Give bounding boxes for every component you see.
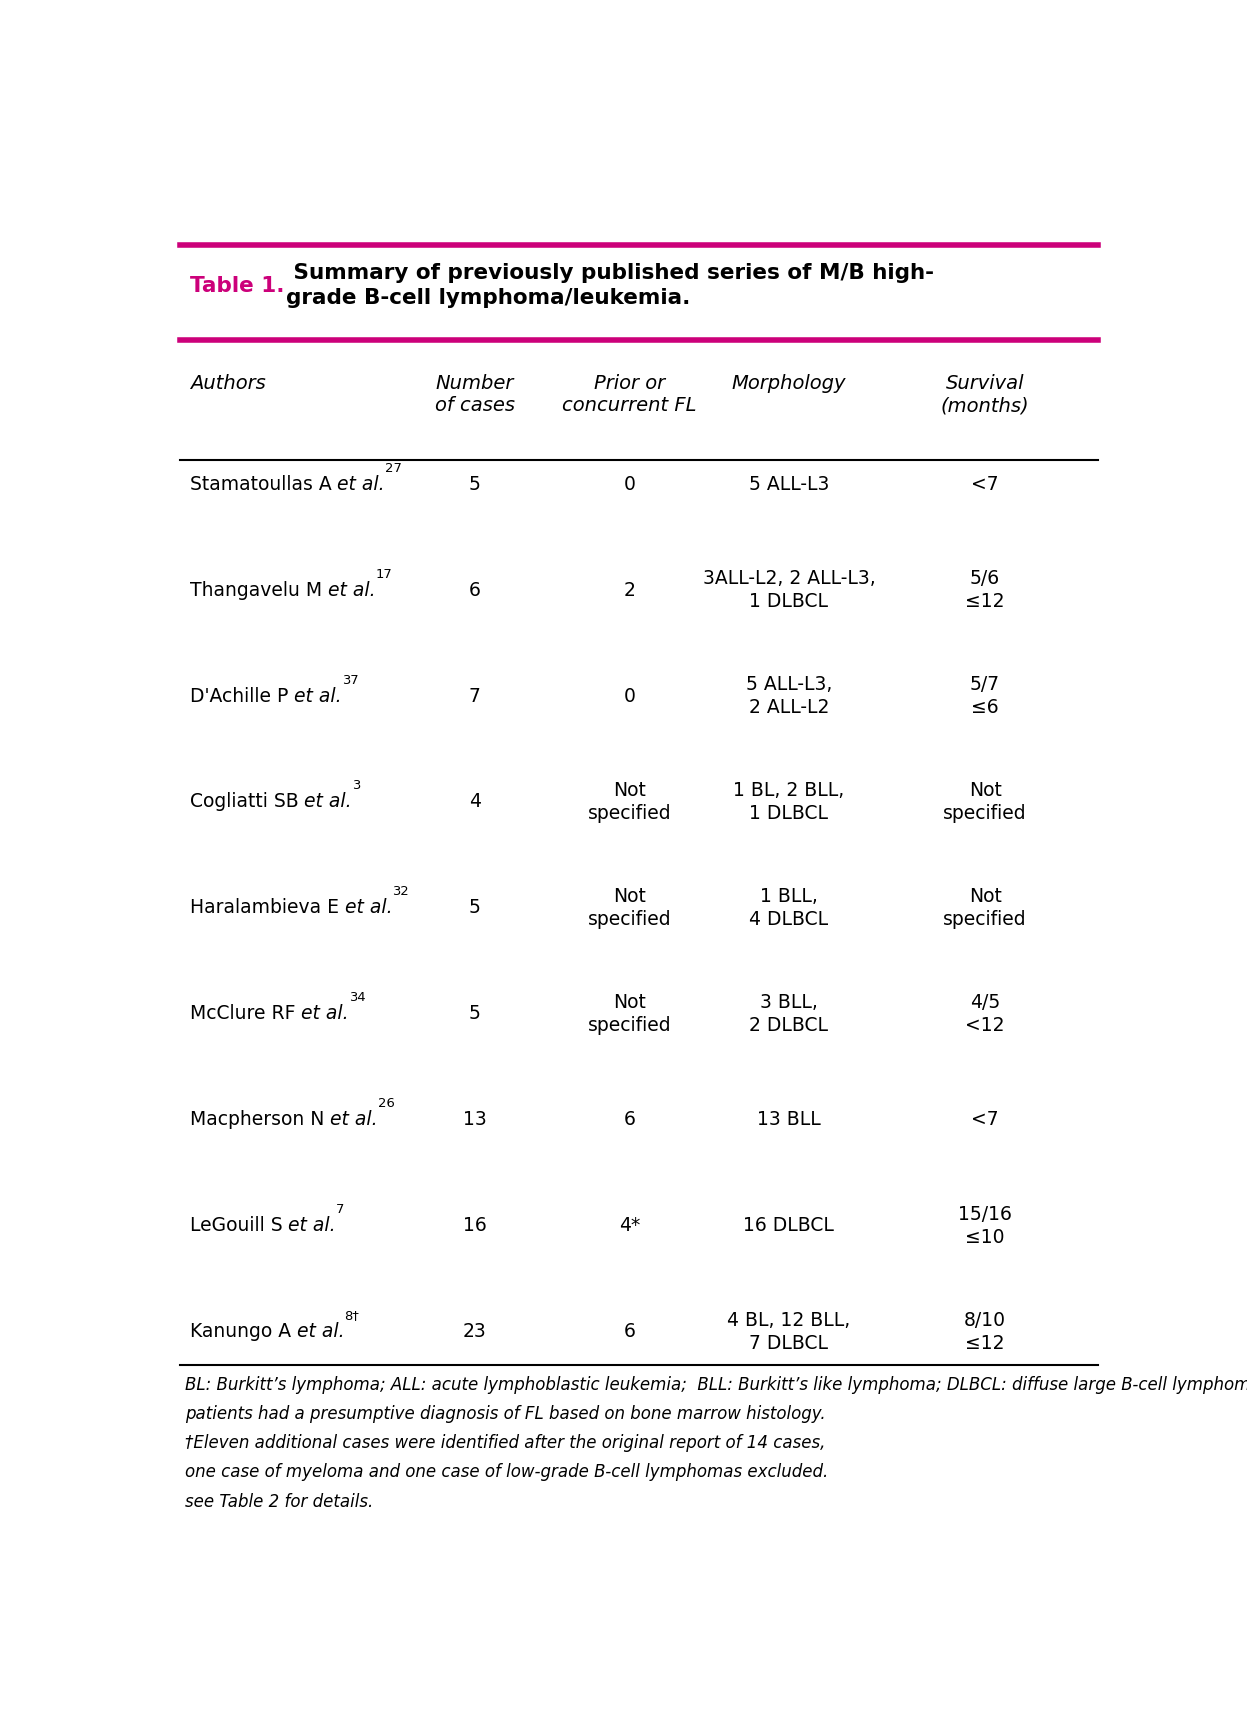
Text: 0: 0 [624,686,636,705]
Text: 32: 32 [393,885,409,899]
Text: 3: 3 [352,779,360,793]
Text: D'Achille P: D'Achille P [190,686,288,705]
Text: Not
specified: Not specified [587,886,671,928]
Text: see Table 2 for details.: see Table 2 for details. [185,1493,373,1510]
Text: 26: 26 [378,1097,394,1111]
Text: 3ALL-L2, 2 ALL-L3,
1 DLBCL: 3ALL-L2, 2 ALL-L3, 1 DLBCL [702,569,875,612]
Text: 7: 7 [335,1203,344,1217]
Text: 6: 6 [624,1111,636,1130]
Text: <7: <7 [971,475,999,494]
Text: 13 BLL: 13 BLL [757,1111,821,1130]
Text: 3 BLL,
2 DLBCL: 3 BLL, 2 DLBCL [749,994,828,1035]
Text: Summary of previously published series of M/B high-
grade B-cell lymphoma/leukem: Summary of previously published series o… [287,263,934,308]
Text: 5/6
≤12: 5/6 ≤12 [965,569,1005,612]
Text: 16 DLBCL: 16 DLBCL [743,1217,834,1236]
Text: Thangavelu M: Thangavelu M [190,581,322,600]
Text: 6: 6 [624,1322,636,1341]
Text: et al.: et al. [296,1004,349,1023]
Text: et al.: et al. [298,793,352,812]
Text: Not
specified: Not specified [587,994,671,1035]
Text: 5 ALL-L3,
2 ALL-L2: 5 ALL-L3, 2 ALL-L2 [746,676,832,717]
Text: 15/16
≤10: 15/16 ≤10 [958,1204,1013,1246]
Text: 23: 23 [463,1322,486,1341]
Text: et al.: et al. [332,475,385,494]
Text: Haralambieva E: Haralambieva E [190,899,339,918]
Text: Survival
(months): Survival (months) [940,373,1029,415]
Text: Kanungo A: Kanungo A [190,1322,291,1341]
Text: et al.: et al. [288,686,342,705]
Text: 4*: 4* [619,1217,640,1236]
Text: Table 1.: Table 1. [190,276,284,295]
Text: <7: <7 [971,1111,999,1130]
Text: 8/10
≤12: 8/10 ≤12 [964,1312,1006,1353]
Text: BL: Burkitt’s lymphoma; ALL: acute lymphoblastic leukemia;  BLL: Burkitt’s like : BL: Burkitt’s lymphoma; ALL: acute lymph… [185,1375,1247,1393]
Text: 16: 16 [463,1217,486,1236]
Text: et al.: et al. [282,1217,335,1236]
Text: Macpherson N: Macpherson N [190,1111,324,1130]
Text: 37: 37 [342,674,358,686]
Text: 5: 5 [469,475,481,494]
Text: 8†: 8† [344,1310,359,1322]
Text: Morphology: Morphology [732,373,847,392]
Text: 13: 13 [463,1111,486,1130]
Text: 27: 27 [385,461,402,475]
Text: 4 BL, 12 BLL,
7 DLBCL: 4 BL, 12 BLL, 7 DLBCL [727,1312,850,1353]
Text: 5 ALL-L3: 5 ALL-L3 [748,475,829,494]
Text: 4/5
<12: 4/5 <12 [965,994,1005,1035]
Text: 4: 4 [469,793,481,812]
Text: 1 BL, 2 BLL,
1 DLBCL: 1 BL, 2 BLL, 1 DLBCL [733,781,844,823]
Text: Not
specified: Not specified [587,781,671,823]
Text: 1 BLL,
4 DLBCL: 1 BLL, 4 DLBCL [749,886,828,928]
Text: 5/7
≤6: 5/7 ≤6 [970,676,1000,717]
Text: Not
specified: Not specified [943,781,1026,823]
Text: et al.: et al. [322,581,375,600]
Text: Authors: Authors [190,373,266,392]
Text: patients had a presumptive diagnosis of FL based on bone marrow histology.: patients had a presumptive diagnosis of … [185,1405,826,1422]
Text: 6: 6 [469,581,481,600]
Text: et al.: et al. [324,1111,378,1130]
Text: 5: 5 [469,1004,481,1023]
Text: Not
specified: Not specified [943,886,1026,928]
Text: Cogliatti SB: Cogliatti SB [190,793,298,812]
Text: 7: 7 [469,686,481,705]
Text: McClure RF: McClure RF [190,1004,296,1023]
Text: 0: 0 [624,475,636,494]
Text: 34: 34 [349,992,365,1004]
Text: LeGouill S: LeGouill S [190,1217,282,1236]
Text: Stamatoullas A: Stamatoullas A [190,475,332,494]
Text: et al.: et al. [291,1322,344,1341]
Text: Prior or
concurrent FL: Prior or concurrent FL [562,373,697,415]
Text: Number
of cases: Number of cases [435,373,515,415]
Text: 17: 17 [375,567,393,581]
Text: 2: 2 [624,581,636,600]
Text: 5: 5 [469,899,481,918]
Text: †Eleven additional cases were identified after the original report of 14 cases,: †Eleven additional cases were identified… [185,1434,826,1452]
Text: et al.: et al. [339,899,393,918]
Text: one case of myeloma and one case of low-grade B-cell lymphomas excluded.: one case of myeloma and one case of low-… [185,1464,828,1481]
